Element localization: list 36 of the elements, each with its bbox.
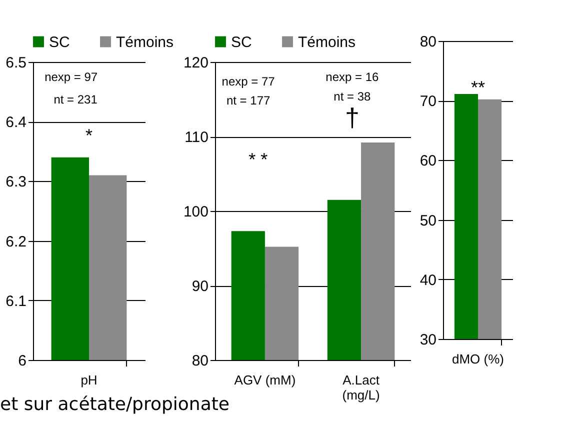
legend-label: SC (231, 34, 252, 51)
y-tick-label: 6.5 (6, 54, 26, 72)
y-tick-label: 40 (420, 272, 436, 289)
y-tick-label: 6.1 (6, 292, 26, 310)
y-tick-label: 30 (420, 332, 436, 348)
text: et sur acétate/propionate (0, 394, 230, 415)
y-tick-label: 6.2 (6, 233, 26, 250)
annotation: * * (248, 149, 268, 170)
y-tick-label: 70 (420, 93, 436, 110)
y-tick-label: 6.4 (6, 114, 26, 132)
legend-label: SC (49, 34, 70, 51)
annotation: nt = 177 (226, 94, 270, 108)
x-tick-label: AGV (mM) (234, 372, 296, 388)
y-tick-label: 120 (183, 54, 208, 72)
y-tick-label: 110 (184, 129, 208, 146)
annotation: nexp = 97 (44, 70, 98, 84)
annotation: † (344, 102, 360, 133)
annotation: nt = 38 (334, 89, 372, 104)
y-tick-label: 100 (183, 204, 208, 220)
y-tick-label: 6.3 (6, 174, 26, 191)
y-tick-label: 80 (420, 34, 436, 50)
annotation: nt = 231 (54, 92, 98, 106)
legend-label: Témoins (298, 34, 356, 51)
legend-label: Témoins (116, 34, 174, 51)
annotation: nexp = 16 (326, 70, 380, 84)
annotation: ** (470, 78, 486, 98)
y-tick-label: 60 (420, 152, 436, 170)
annotation: nexp = 77 (222, 74, 276, 88)
y-tick-label: 6 (18, 352, 26, 370)
annotation: * (85, 126, 93, 146)
y-tick-label: 90 (192, 278, 208, 295)
x-tick-label: A.Lact (mg/L) (342, 372, 380, 402)
x-tick-label: dMO (%) (452, 352, 504, 366)
x-tick-label: pH (80, 372, 98, 388)
y-tick-label: 50 (420, 212, 436, 230)
y-tick-label: 80 (192, 352, 208, 370)
